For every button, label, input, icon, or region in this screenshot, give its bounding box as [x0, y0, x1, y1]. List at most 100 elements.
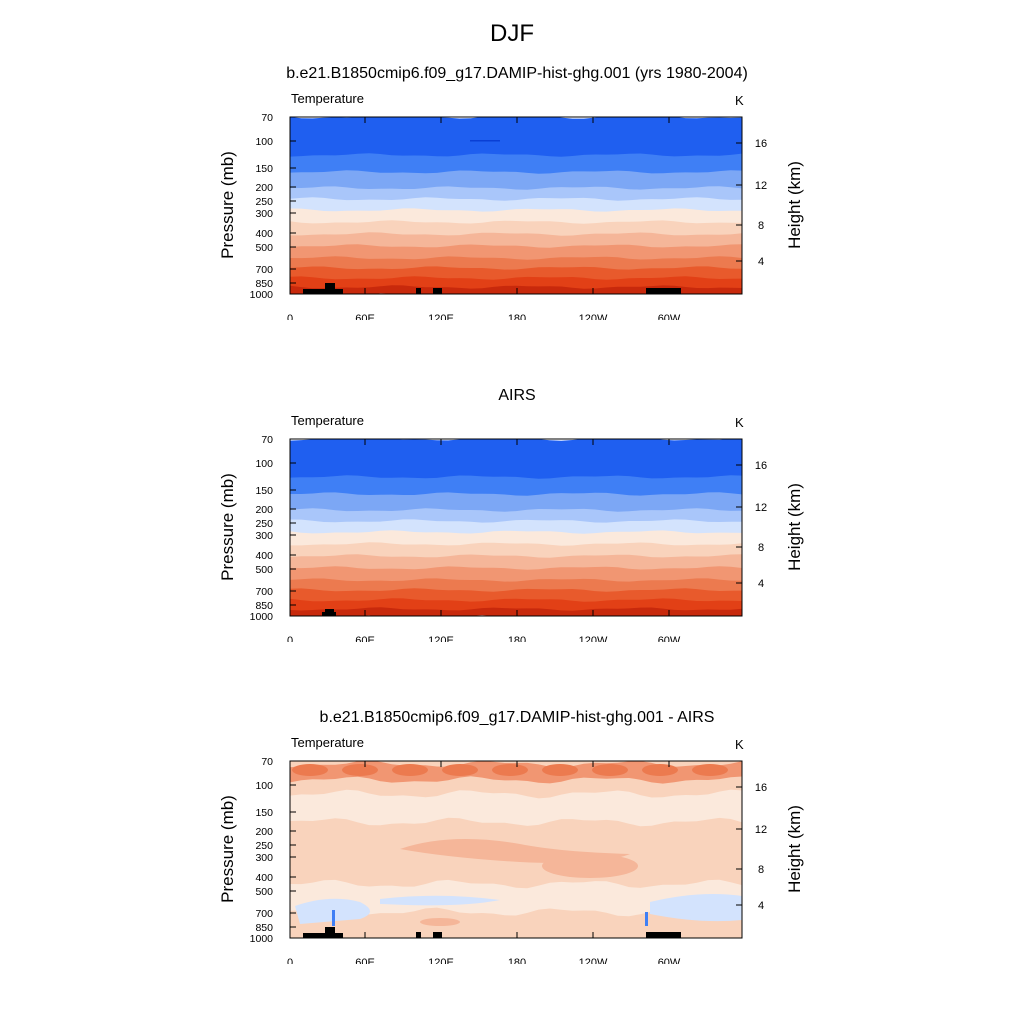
y-tick-label: 300 — [255, 530, 273, 542]
x-tick-label: 180 — [508, 635, 526, 642]
x-tick-label: 120W — [579, 313, 608, 320]
temperature-band — [290, 530, 742, 547]
y2-tick-label: 16 — [755, 460, 767, 472]
y-tick-label: 150 — [255, 807, 273, 819]
diff-blob — [642, 764, 678, 776]
y2-tick-label: 16 — [755, 782, 767, 794]
terrain-mask — [416, 932, 421, 938]
y-tick-label: 500 — [255, 242, 273, 254]
x-tick-label: 0 — [287, 313, 293, 320]
diff-blob — [492, 764, 528, 776]
diff-blob — [342, 764, 378, 776]
y-tick-label: 500 — [255, 886, 273, 898]
x-tick-label: 60W — [658, 313, 681, 320]
y-axis-label: Pressure (mb) — [218, 151, 237, 259]
y-tick-label: 200 — [255, 826, 273, 838]
y-tick-label: 250 — [255, 196, 273, 208]
contour-field — [290, 761, 742, 938]
y-tick-label: 1000 — [250, 289, 274, 301]
y2-tick-label: 4 — [758, 900, 764, 912]
x-tick-label: 60E — [355, 635, 375, 642]
y-tick-label: 850 — [255, 278, 273, 290]
temperature-band — [290, 256, 742, 271]
y-tick-label: 200 — [255, 182, 273, 194]
y-tick-label: 700 — [255, 586, 273, 598]
terrain-mask — [303, 289, 343, 294]
x-tick-label: 60W — [658, 635, 681, 642]
diff-band — [290, 789, 742, 827]
y2-axis-label: Height (km) — [785, 161, 804, 249]
temperature-band — [290, 607, 742, 616]
y2-tick-label: 8 — [758, 864, 764, 876]
x-tick-label: 0 — [287, 635, 293, 642]
units-label: K — [735, 93, 744, 108]
chart-panel: b.e21.B1850cmip6.f09_g17.DAMIP-hist-ghg.… — [0, 644, 1024, 964]
diff-blob — [592, 764, 628, 776]
x-tick-label: 120W — [579, 957, 608, 964]
y2-tick-label: 12 — [755, 502, 767, 514]
y2-tick-label: 16 — [755, 138, 767, 150]
y-axis-label: Pressure (mb) — [218, 473, 237, 581]
temperature-band — [290, 244, 742, 261]
x-tick-label: 120E — [428, 313, 454, 320]
plot-area — [289, 760, 743, 939]
y-tick-label: 1000 — [250, 611, 274, 623]
diff-band — [290, 879, 742, 917]
panel-title: AIRS — [498, 387, 535, 404]
temperature-band — [290, 542, 742, 559]
y2-tick-label: 12 — [755, 824, 767, 836]
diff-blob — [292, 764, 328, 776]
y2-tick-label: 8 — [758, 220, 764, 232]
cold-anomaly — [645, 912, 648, 926]
variable-label: Temperature — [291, 413, 364, 428]
y-tick-label: 400 — [255, 872, 273, 884]
figure-title: DJF — [490, 20, 534, 47]
diff-blob — [542, 854, 638, 878]
terrain-mask — [433, 932, 442, 938]
diff-blob — [442, 764, 478, 776]
terrain-mask — [416, 288, 421, 294]
panel-title: b.e21.B1850cmip6.f09_g17.DAMIP-hist-ghg.… — [320, 709, 715, 726]
y2-tick-label: 4 — [758, 578, 764, 590]
chart-panel: b.e21.B1850cmip6.f09_g17.DAMIP-hist-ghg.… — [0, 0, 1024, 320]
x-tick-label: 60E — [355, 957, 375, 964]
plot-area — [289, 116, 743, 295]
x-tick-label: 180 — [508, 957, 526, 964]
y-tick-label: 150 — [255, 485, 273, 497]
panel-title: b.e21.B1850cmip6.f09_g17.DAMIP-hist-ghg.… — [286, 65, 748, 82]
plot-frame — [289, 760, 743, 939]
x-tick-label: 120W — [579, 635, 608, 642]
y-tick-label: 400 — [255, 550, 273, 562]
y-tick-label: 300 — [255, 852, 273, 864]
cold-anomaly — [650, 894, 742, 922]
y-tick-label: 250 — [255, 840, 273, 852]
y-tick-label: 70 — [261, 434, 273, 446]
y-tick-label: 700 — [255, 264, 273, 276]
cold-anomaly — [380, 895, 500, 906]
temperature-band — [290, 598, 742, 612]
variable-label: Temperature — [291, 735, 364, 750]
cold-anomaly — [332, 910, 335, 926]
chart-svg: b.e21.B1850cmip6.f09_g17.DAMIP-hist-ghg.… — [218, 65, 804, 320]
units-label: K — [735, 737, 744, 752]
y2-tick-label: 8 — [758, 542, 764, 554]
plot-area — [289, 438, 743, 617]
chart-svg: b.e21.B1850cmip6.f09_g17.DAMIP-hist-ghg.… — [218, 709, 804, 964]
contour-field — [290, 117, 742, 294]
temperature-band — [290, 170, 742, 191]
y-tick-label: 400 — [255, 228, 273, 240]
temperature-band — [290, 554, 742, 571]
y-tick-label: 850 — [255, 600, 273, 612]
temperature-band — [290, 153, 742, 175]
diff-blob — [542, 764, 578, 776]
y-tick-label: 100 — [255, 458, 273, 470]
terrain-mask — [646, 288, 681, 294]
y-tick-label: 850 — [255, 922, 273, 934]
y-axis-label: Pressure (mb) — [218, 795, 237, 903]
temperature-band — [290, 117, 742, 158]
chart-panel: AIRS Temperature K 70 100 150 200 250 300 400 500 7… — [0, 322, 1024, 642]
temperature-band — [290, 285, 742, 294]
x-tick-label: 120E — [428, 957, 454, 964]
y-tick-label: 700 — [255, 908, 273, 920]
